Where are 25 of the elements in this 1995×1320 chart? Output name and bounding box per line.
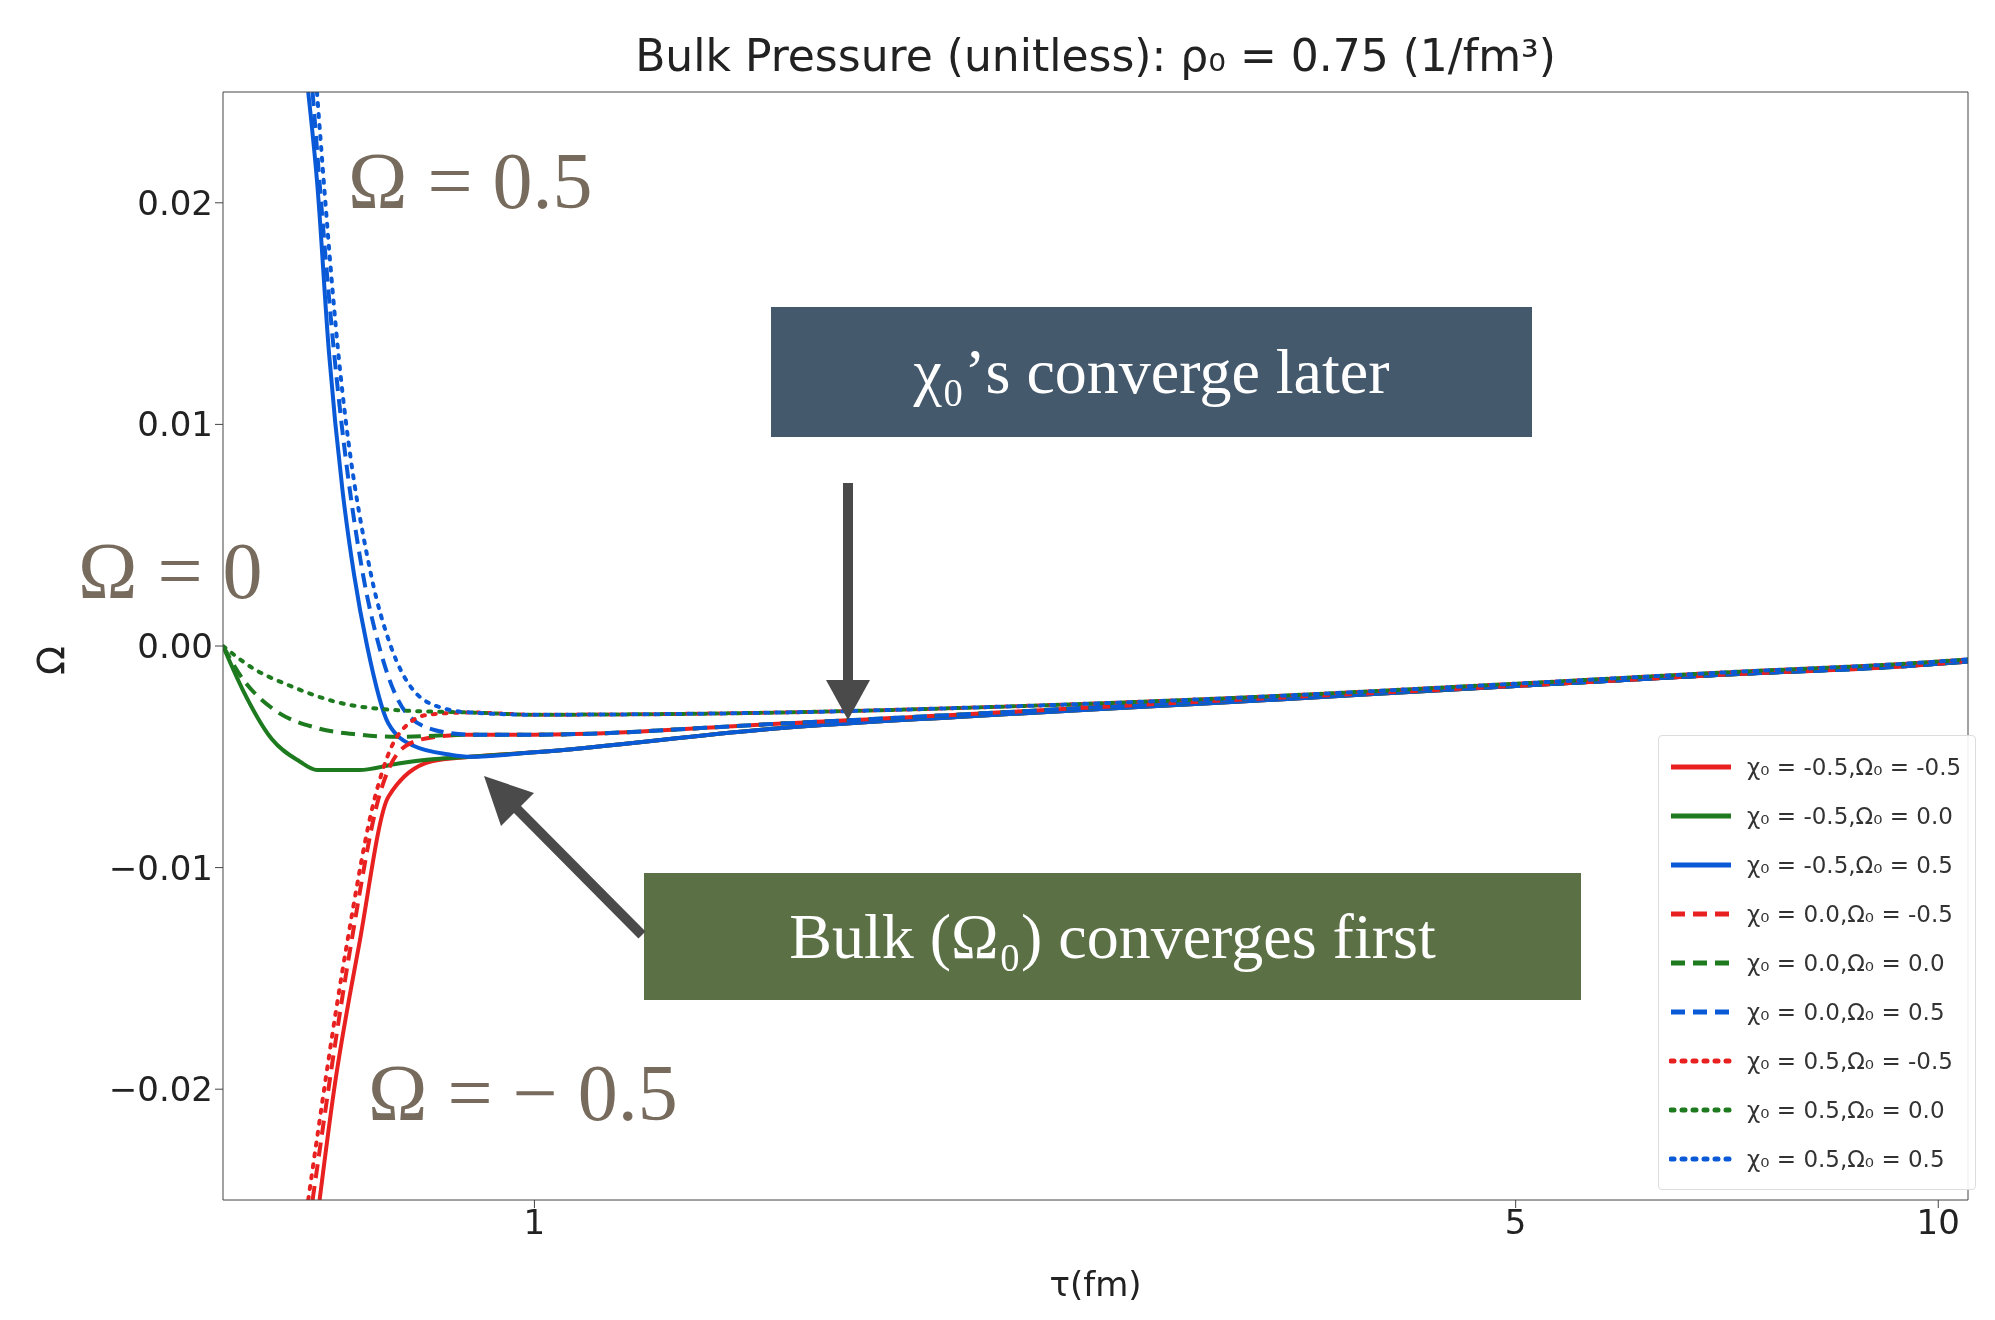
x-tick-label: 1 [523,1202,546,1243]
x-tick-label: 10 [1916,1202,1960,1243]
annotation: Bulk (Ω₀) converges first [789,900,1436,972]
legend-label: χ₀ = 0.5,Ω₀ = 0.5 [1747,1145,1945,1172]
chart-title: Bulk Pressure (unitless): ρ₀ = 0.75 (1/fm³) [634,30,1557,81]
legend-label: χ₀ = -0.5,Ω₀ = 0.5 [1747,851,1953,878]
legend-label: χ₀ = 0.0,Ω₀ = -0.5 [1747,900,1953,927]
y-tick-label: −0.01 [108,847,213,888]
y-tick-label: 0.00 [137,626,213,667]
legend-label: χ₀ = -0.5,Ω₀ = -0.5 [1747,753,1962,780]
annotation: Ω = 0.5 [348,137,593,225]
legend-label: χ₀ = 0.5,Ω₀ = -0.5 [1747,1047,1953,1074]
legend-label: χ₀ = 0.0,Ω₀ = 0.0 [1747,949,1945,976]
legend-label: χ₀ = -0.5,Ω₀ = 0.0 [1747,802,1953,829]
legend-label: χ₀ = 0.0,Ω₀ = 0.5 [1747,998,1945,1025]
legend-label: χ₀ = 0.5,Ω₀ = 0.0 [1747,1096,1945,1123]
annotation: χ₀’s converge later [912,336,1390,408]
y-tick-label: −0.02 [108,1069,213,1110]
x-tick-label: 5 [1504,1202,1527,1243]
annotation: Ω = 0 [78,527,263,615]
x-axis-title: τ(fm) [1049,1264,1142,1304]
y-tick-label: 0.01 [137,404,213,445]
y-tick-label: 0.02 [137,182,213,223]
annotation: Ω = − 0.5 [368,1049,678,1137]
y-axis-title: Ω [29,646,74,676]
